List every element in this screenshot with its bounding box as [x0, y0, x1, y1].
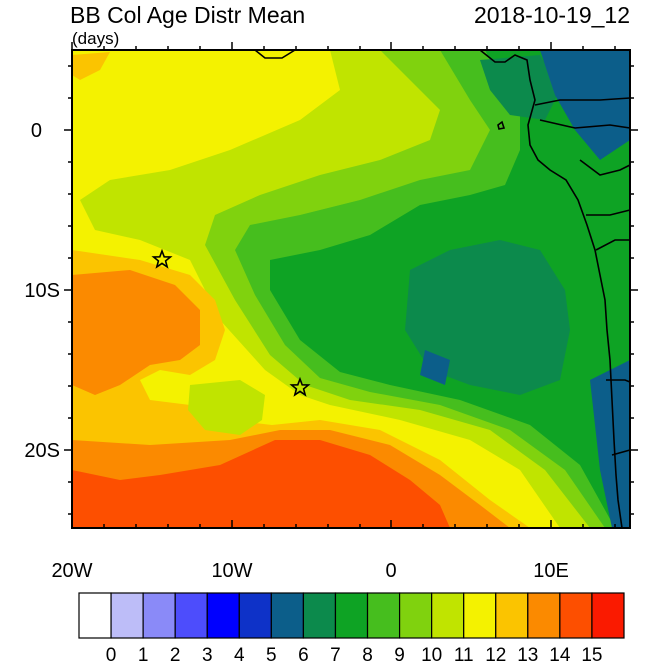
colorbar-label: 6	[298, 645, 309, 666]
field-level-15-south	[72, 440, 450, 528]
colorbar-swatch	[302, 592, 337, 639]
country-border-3	[579, 159, 631, 176]
africa-coastline	[479, 49, 623, 529]
colorbar-swatch	[206, 592, 240, 639]
y-tick-label-20s: 20S	[24, 440, 60, 462]
map-panel	[72, 50, 630, 528]
y-tick-label-10s: 10S	[24, 280, 60, 302]
field-level-green-pocket	[188, 380, 265, 435]
island-outline	[497, 120, 506, 130]
field-level-14-west	[72, 270, 200, 395]
field-level-6-coast	[590, 360, 630, 528]
colorbar-label: 1	[138, 645, 149, 666]
colorbar-swatch	[110, 592, 144, 639]
colorbar-label: 14	[549, 645, 571, 666]
colorbar-label: 8	[362, 645, 373, 666]
x-tick-label-10e: 10E	[533, 560, 569, 582]
colorbar: 0 1 2 3 4 5 6 7 8 9 10 11 12 13 14 15	[78, 592, 625, 666]
x-tick-label-10w: 10W	[211, 560, 252, 582]
country-border-5	[595, 239, 630, 251]
colorbar-label: 9	[394, 645, 405, 666]
field-level-7	[405, 240, 570, 395]
colorbar-label: 0	[106, 645, 117, 666]
map-frame	[71, 49, 631, 529]
units-label: (days)	[72, 29, 119, 48]
markers	[151, 248, 311, 397]
colorbar-swatch	[591, 592, 625, 639]
star-marker-south	[289, 376, 311, 397]
colorbar-swatch	[142, 592, 176, 639]
timestamp-label: 2018-10-19_12	[474, 2, 630, 28]
country-border-1	[534, 97, 631, 106]
colorbar-swatch	[174, 592, 208, 639]
colorbar-label: 11	[454, 645, 474, 666]
country-border-2	[539, 119, 631, 129]
colorbar-swatch	[527, 592, 561, 639]
colorbar-swatch	[463, 592, 497, 639]
colorbar-label: 10	[421, 645, 442, 666]
colorbar-label: 12	[485, 645, 506, 666]
country-border-4	[586, 209, 631, 216]
country-border-north	[254, 49, 296, 59]
colorbar-swatch	[238, 592, 272, 639]
field-level-6-island	[420, 350, 450, 385]
colorbar-label: 7	[330, 645, 341, 666]
colorbar-swatch	[559, 592, 593, 639]
y-tick-label-0: 0	[31, 120, 42, 142]
colorbar-label: 15	[581, 645, 602, 666]
colorbar-label: 3	[202, 645, 213, 666]
x-tick-label-0: 0	[385, 560, 396, 582]
colorbar-swatch	[334, 592, 369, 639]
colorbar-swatch	[398, 592, 433, 639]
colorbar-label: 13	[517, 645, 538, 666]
colorbar-label: 5	[266, 645, 277, 666]
colorbar-swatch	[270, 592, 305, 639]
field-level-12-north-west	[72, 52, 110, 80]
map-ticks	[64, 42, 638, 528]
coastline	[254, 49, 631, 529]
colorbar-label: 2	[170, 645, 181, 666]
field-level-6	[540, 50, 630, 160]
colorbar-swatch	[78, 592, 112, 639]
colorbar-swatch	[431, 592, 465, 639]
colorbar-swatch	[495, 592, 529, 639]
plot-title: BB Col Age Distr Mean	[70, 2, 305, 28]
star-marker-north	[151, 248, 173, 269]
country-border-7	[611, 449, 631, 456]
colorbar-swatch	[366, 592, 401, 639]
colorbar-label: 4	[234, 645, 245, 666]
x-tick-label-20w: 20W	[51, 560, 92, 582]
country-border-6	[606, 379, 631, 383]
